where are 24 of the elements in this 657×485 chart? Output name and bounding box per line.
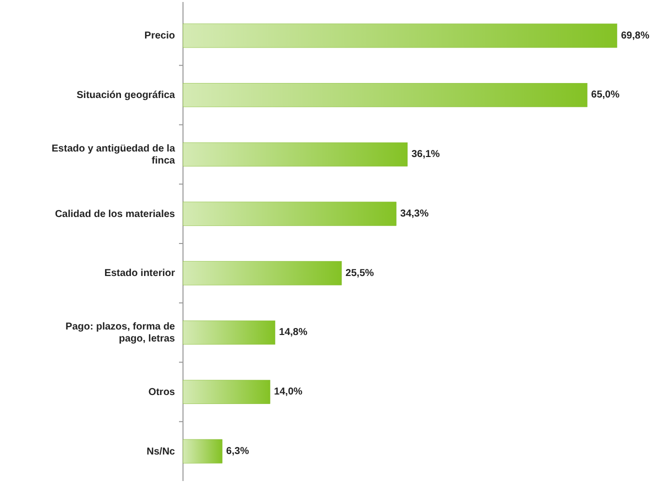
bar: [182, 439, 222, 464]
data-label: 36,1%: [411, 149, 440, 160]
bar: [182, 380, 270, 404]
bar: [182, 261, 342, 286]
y-tick-label: Otros: [148, 386, 176, 398]
y-tick-label: Precio: [144, 30, 175, 42]
bar: [182, 83, 588, 108]
bar: [182, 320, 276, 345]
y-tick-label: Estado y antigüedad de la finca: [52, 143, 176, 166]
data-label: 34,3%: [400, 208, 429, 220]
data-label: 25,5%: [346, 268, 374, 279]
y-tick-label: Ns/Nc: [146, 446, 176, 457]
data-label: 14,0%: [274, 386, 303, 398]
bar: [182, 24, 618, 48]
data-label: 6,3%: [226, 446, 250, 457]
y-tick-label: Situación geográfica: [76, 90, 176, 101]
bar: [182, 142, 408, 166]
y-tick-label: Calidad de los materiales: [54, 208, 176, 220]
y-tick-label: Estado interior: [104, 268, 176, 279]
y-tick-label: Pago: plazos, forma de pago, letras: [66, 321, 176, 344]
bar: [182, 202, 396, 226]
data-label: 14,8%: [279, 327, 308, 338]
data-label: 69,8%: [621, 30, 650, 42]
data-label: 65,0%: [591, 90, 620, 101]
